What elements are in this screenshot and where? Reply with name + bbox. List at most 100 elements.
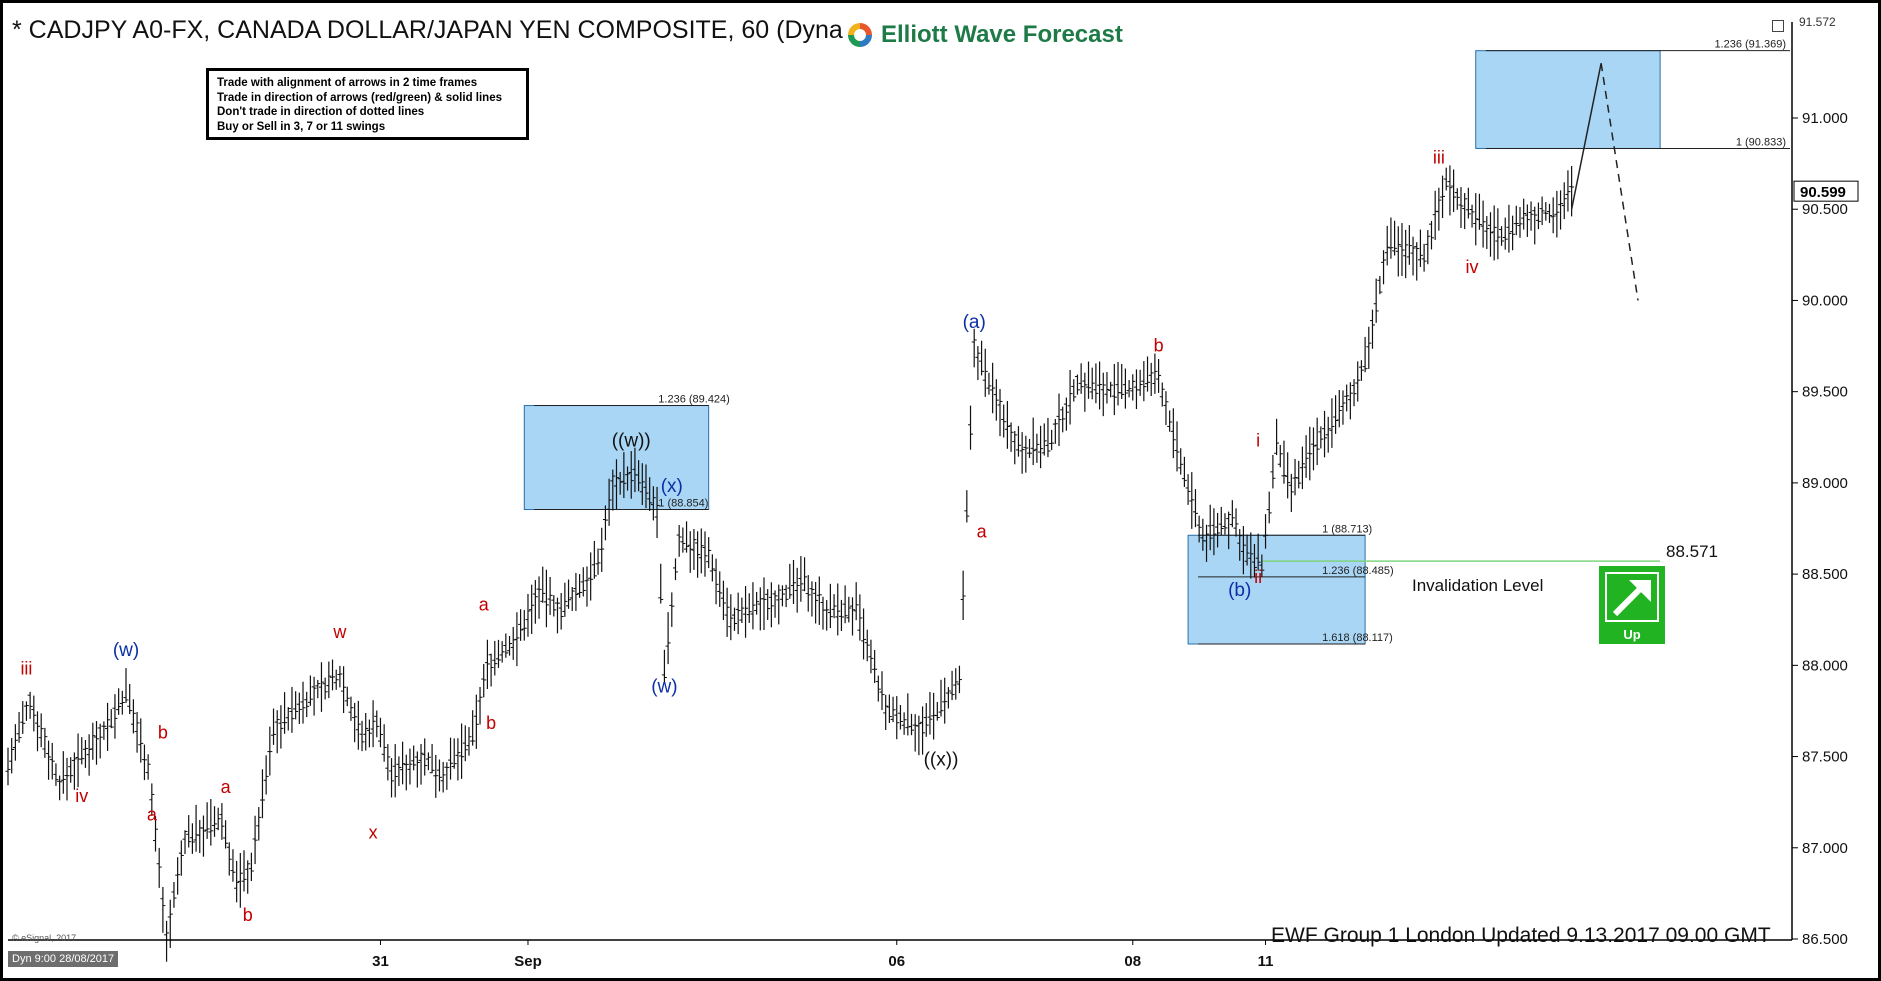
ohlc-bar	[141, 744, 147, 781]
ohlc-bar	[923, 703, 929, 737]
ohlc-bar	[1395, 226, 1401, 277]
ohlc-bar	[492, 640, 498, 676]
ohlc-bar	[813, 581, 819, 624]
ohlc-bar	[809, 581, 815, 617]
ohlc-bar	[536, 576, 542, 619]
ohlc-bar	[1366, 326, 1372, 369]
price-tick-label: 89.000	[1802, 475, 1848, 492]
ohlc-bar	[134, 712, 140, 753]
ohlc-bar	[307, 675, 313, 706]
ohlc-bar	[355, 700, 361, 750]
ohlc-bar	[23, 701, 29, 721]
ohlc-bar	[1189, 472, 1195, 529]
ohlc-bar	[1218, 506, 1224, 536]
ohlc-bar	[1425, 230, 1431, 265]
ohlc-bar	[639, 463, 645, 505]
ohlc-bar	[897, 704, 903, 730]
ohlc-bar	[968, 405, 974, 450]
ohlc-bar	[230, 849, 236, 882]
ohlc-bar	[315, 679, 321, 699]
price-tick-label: 88.000	[1802, 657, 1848, 674]
ohlc-bar	[175, 857, 181, 895]
ohlc-bar	[713, 558, 719, 605]
up-arrow-icon	[1605, 572, 1659, 622]
invalidation-level-label: Invalidation Level	[1412, 576, 1543, 595]
ohlc-bar	[591, 540, 597, 579]
ohlc-bar	[757, 587, 763, 631]
ohlc-bar	[820, 596, 826, 630]
ohlc-bar	[805, 575, 811, 612]
ohlc-bar	[986, 372, 992, 395]
ohlc-bar	[1417, 229, 1423, 267]
ohlc-bar	[901, 712, 907, 735]
ohlc-bar	[285, 707, 291, 731]
ohlc-bar	[1299, 446, 1305, 490]
ohlc-bar	[1001, 404, 1007, 438]
ohlc-bar	[49, 742, 55, 780]
chart-settings-icon[interactable]	[1772, 20, 1784, 32]
ohlc-bar	[872, 650, 878, 683]
ohlc-bar	[507, 635, 513, 656]
ohlc-bar	[359, 720, 365, 752]
ohlc-bar	[857, 594, 863, 641]
ohlc-bar	[931, 692, 937, 740]
ohlc-bar	[212, 806, 218, 837]
ohlc-bar	[643, 464, 649, 509]
ohlc-bar	[868, 639, 874, 674]
wave-label: ((x))	[924, 750, 959, 771]
ohlc-bar	[189, 823, 195, 854]
ohlc-bar	[444, 762, 450, 790]
ohlc-bar	[610, 469, 616, 511]
ohlc-bar	[1550, 197, 1556, 234]
chart-title: * CADJPY A0-FX, CANADA DOLLAR/JAPAN YEN …	[12, 16, 843, 44]
ohlc-bar	[440, 761, 446, 793]
ohlc-bar	[1089, 367, 1095, 400]
fib-level-label: 1 (88.854)	[658, 498, 708, 510]
ohlc-bar	[160, 887, 166, 933]
ohlc-bar	[1082, 372, 1088, 412]
ohlc-bar	[783, 584, 789, 608]
ohlc-bar	[702, 531, 708, 577]
ohlc-bar	[1174, 421, 1180, 472]
ohlc-bar	[824, 600, 830, 631]
ohlc-bar	[1156, 359, 1162, 393]
ohlc-bar	[1222, 513, 1228, 535]
ohlc-bar	[573, 572, 579, 611]
ohlc-bar	[1049, 429, 1055, 451]
fib-level-label: 1.236 (88.485)	[1322, 565, 1394, 577]
ohlc-bar	[1355, 361, 1361, 402]
ohlc-bar	[1381, 250, 1387, 285]
ohlc-bar	[1410, 236, 1416, 276]
ohlc-bar	[1524, 204, 1530, 237]
ohlc-bar	[938, 679, 944, 717]
ohlc-bar	[1322, 410, 1328, 458]
ohlc-bar	[296, 692, 302, 724]
ohlc-bar	[602, 505, 608, 541]
copyright-text: © eSignal, 2017	[12, 933, 77, 943]
ohlc-bar	[64, 757, 70, 801]
ohlc-bar	[1126, 380, 1132, 398]
ohlc-bar	[1351, 379, 1357, 407]
ohlc-bar	[1462, 193, 1468, 230]
ohlc-bar	[617, 472, 623, 495]
ohlc-bar	[223, 820, 229, 849]
ohlc-bar	[322, 677, 328, 700]
ohlc-bar	[846, 596, 852, 623]
ohlc-bar	[82, 739, 88, 768]
ohlc-bar	[1469, 204, 1475, 228]
ohlc-bar	[684, 521, 690, 553]
ohlc-bar	[971, 328, 977, 368]
ohlc-bar	[344, 686, 350, 707]
ohlc-bar	[1255, 533, 1261, 571]
ohlc-bar	[208, 799, 214, 846]
ohlc-bar	[46, 740, 52, 780]
ohlc-bar	[540, 566, 546, 603]
ohlc-bar	[75, 733, 81, 788]
ohlc-bar	[735, 592, 741, 635]
wave-label: b	[243, 905, 253, 925]
ohlc-bar	[599, 527, 605, 572]
ohlc-bar	[219, 803, 225, 840]
wave-label: w	[332, 622, 347, 642]
ohlc-bar	[1491, 205, 1497, 261]
